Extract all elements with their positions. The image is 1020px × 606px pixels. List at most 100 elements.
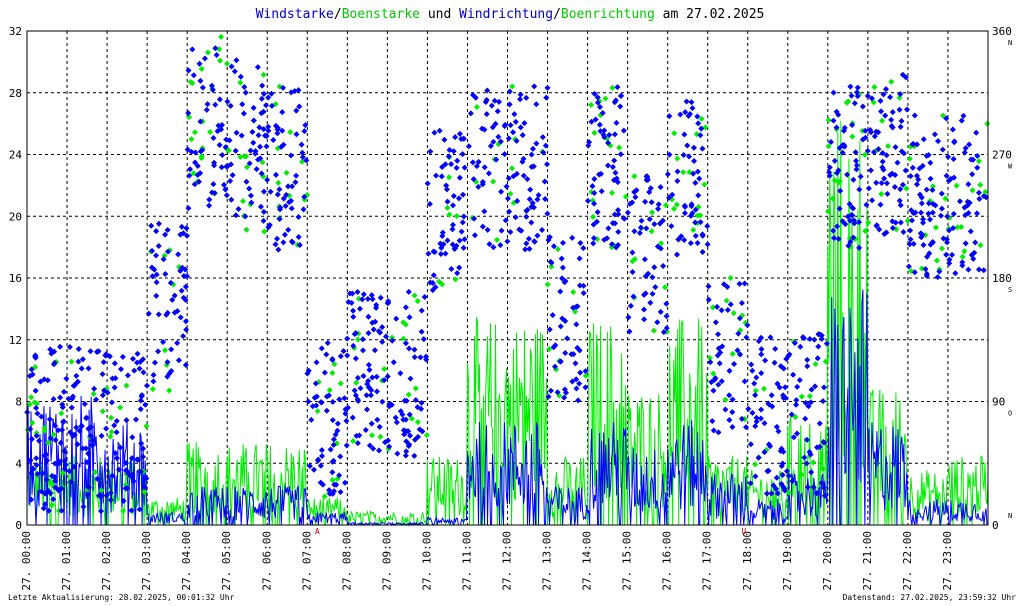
windrichtung-point <box>400 416 407 423</box>
windrichtung-point <box>586 139 593 146</box>
windrichtung-point <box>461 236 468 243</box>
windrichtung-point <box>753 414 760 421</box>
windrichtung-point <box>569 378 576 385</box>
windrichtung-point <box>545 393 552 400</box>
windrichtung-point <box>605 139 612 146</box>
windrichtung-point <box>96 492 103 499</box>
boenrichtung-point <box>108 428 115 435</box>
windrichtung-point <box>456 264 463 271</box>
windrichtung-point <box>513 170 520 177</box>
windrichtung-point <box>529 200 536 207</box>
windrichtung-point <box>129 355 136 362</box>
boenrichtung-point <box>337 380 344 387</box>
windrichtung-point <box>406 411 413 418</box>
windrichtung-point <box>601 127 608 134</box>
windrichtung-point <box>246 185 253 192</box>
windrichtung-point <box>309 403 316 410</box>
windrichtung-point <box>778 445 785 452</box>
windrichtung-point <box>559 275 566 282</box>
windrichtung-point <box>804 356 811 363</box>
windrichtung-point <box>729 423 736 430</box>
windrichtung-point <box>460 244 467 251</box>
windrichtung-point <box>853 89 860 96</box>
windrichtung-point <box>875 146 882 153</box>
windrichtung-point <box>907 173 914 180</box>
windrichtung-point <box>877 97 884 104</box>
windrichtung-point <box>460 213 467 220</box>
windrichtung-point <box>889 224 896 231</box>
windrichtung-point <box>265 123 272 130</box>
windrichtung-point <box>405 442 412 449</box>
windrichtung-point <box>267 188 274 195</box>
boenrichtung-point <box>673 201 680 208</box>
windrichtung-point <box>85 365 92 372</box>
windrichtung-point <box>683 98 690 105</box>
windrichtung-point <box>952 270 959 277</box>
windrichtung-point <box>521 120 528 127</box>
windrichtung-point <box>663 300 670 307</box>
windrichtung-point <box>654 319 661 326</box>
windrichtung-point <box>285 226 292 233</box>
boenrichtung-point <box>166 387 173 394</box>
windrichtung-point <box>848 92 855 99</box>
windrichtung-point <box>811 336 818 343</box>
boenrichtung-point <box>544 281 551 288</box>
windrichtung-point <box>769 403 776 410</box>
windrichtung-point <box>720 281 727 288</box>
direction-series <box>24 33 991 515</box>
windrichtung-point <box>598 170 605 177</box>
windrichtung-point <box>867 129 874 136</box>
windrichtung-point <box>160 256 167 263</box>
windrichtung-point <box>544 161 551 168</box>
boenrichtung-point <box>107 433 114 440</box>
windrichtung-point <box>101 387 108 394</box>
windrichtung-point <box>246 160 253 167</box>
windrichtung-point <box>442 161 449 168</box>
windrichtung-point <box>372 318 379 325</box>
title-part-2: Boenstarke <box>342 7 420 22</box>
windrichtung-point <box>772 345 779 352</box>
windrichtung-point <box>909 217 916 224</box>
windrichtung-point <box>257 203 264 210</box>
windrichtung-point <box>669 191 676 198</box>
direction-label: W <box>1008 163 1013 171</box>
windrichtung-point <box>407 432 414 439</box>
windrichtung-point <box>275 246 282 253</box>
boenrichtung-point <box>602 95 609 102</box>
boenrichtung-point <box>243 164 250 171</box>
windrichtung-point <box>348 299 355 306</box>
boenrichtung-point <box>975 158 982 165</box>
windrichtung-point <box>971 249 978 256</box>
boenrichtung-point <box>329 477 336 484</box>
windrichtung-point <box>873 179 880 186</box>
x-tick-label: 27. 18:00 <box>741 531 754 591</box>
boenrichtung-point <box>849 133 856 140</box>
windrichtung-point <box>224 98 231 105</box>
windrichtung-point <box>582 384 589 391</box>
windrichtung-point <box>851 220 858 227</box>
windrichtung-point <box>329 417 336 424</box>
windrichtung-point <box>185 67 192 74</box>
windrichtung-point <box>517 91 524 98</box>
boenrichtung-point <box>275 179 282 186</box>
windrichtung-point <box>615 228 622 235</box>
windrichtung-point <box>87 348 94 355</box>
windrichtung-point <box>254 64 261 71</box>
windrichtung-point <box>533 101 540 108</box>
windrichtung-point <box>376 423 383 430</box>
windrichtung-point <box>260 126 267 133</box>
windrichtung-point <box>248 199 255 206</box>
windrichtung-point <box>559 315 566 322</box>
windrichtung-point <box>918 234 925 241</box>
boenrichtung-point <box>631 256 638 263</box>
boenrichtung-point <box>47 479 54 486</box>
windrichtung-point <box>386 443 393 450</box>
windrichtung-point <box>351 387 358 394</box>
boenrichtung-point <box>490 178 497 185</box>
windrichtung-point <box>38 488 45 495</box>
windrichtung-point <box>738 415 745 422</box>
windrichtung-point <box>465 143 472 150</box>
windrichtung-point <box>705 283 712 290</box>
boenrichtung-point <box>149 386 156 393</box>
windrichtung-point <box>715 381 722 388</box>
